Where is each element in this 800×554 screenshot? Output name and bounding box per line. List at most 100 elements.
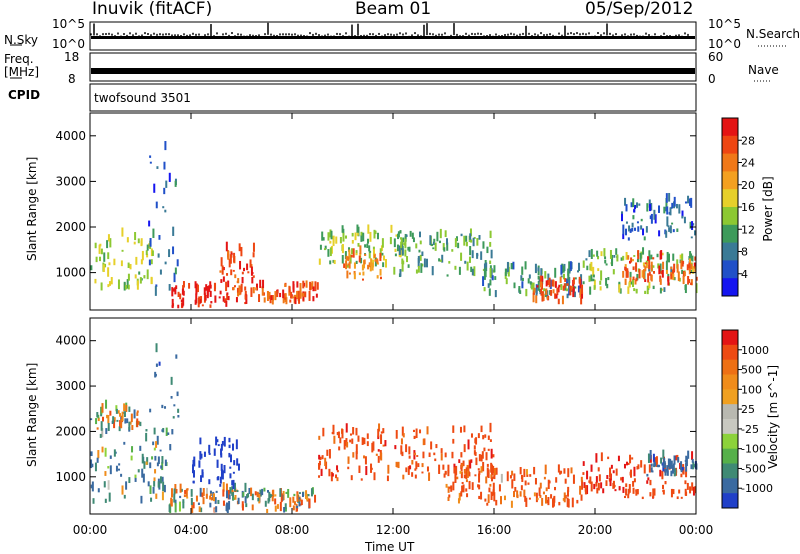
data-cell — [524, 480, 527, 486]
data-cell — [311, 281, 314, 290]
data-cell — [527, 482, 530, 485]
data-cell — [215, 490, 218, 493]
data-cell — [642, 269, 645, 279]
data-cell — [367, 224, 370, 234]
data-cell — [588, 275, 591, 282]
data-cell — [471, 268, 474, 276]
data-cell — [615, 468, 618, 476]
data-cell — [484, 498, 487, 502]
data-cell — [225, 300, 228, 307]
data-cell — [177, 291, 180, 297]
cpid-text: twofsound 3501 — [94, 91, 191, 105]
data-cell — [540, 282, 543, 290]
data-cell — [318, 475, 321, 478]
data-cell — [458, 459, 461, 464]
data-cell — [404, 249, 407, 257]
data-cell — [171, 298, 174, 309]
data-cell — [107, 252, 110, 260]
data-cell — [318, 258, 321, 265]
data-cell — [259, 490, 262, 497]
data-cell — [441, 254, 444, 263]
data-cell — [370, 467, 373, 470]
data-cell — [451, 249, 454, 252]
data-cell — [141, 453, 144, 464]
data-cell — [421, 471, 424, 474]
data-cell — [336, 477, 339, 482]
data-cell — [671, 222, 674, 225]
data-cell — [136, 280, 139, 290]
data-cell — [434, 242, 437, 251]
x-tick-label: 04:00 — [174, 523, 209, 537]
data-cell — [465, 467, 468, 475]
data-cell — [396, 244, 399, 252]
data-cell — [137, 420, 140, 425]
data-cell — [547, 273, 550, 284]
data-cell — [592, 254, 595, 257]
data-cell — [371, 442, 374, 453]
x-tick-label: 16:00 — [477, 523, 512, 537]
data-cell — [219, 270, 222, 273]
data-cell — [551, 280, 554, 287]
data-cell — [113, 258, 116, 266]
data-cell — [552, 497, 555, 507]
data-cell — [397, 461, 400, 469]
data-cell — [219, 290, 222, 295]
data-cell — [297, 290, 300, 300]
data-cell — [478, 495, 481, 500]
data-cell — [599, 286, 602, 291]
colorbar-swatch — [722, 242, 738, 261]
data-cell — [620, 257, 623, 261]
data-cell — [674, 468, 677, 476]
data-cell — [397, 233, 400, 240]
data-cell — [305, 280, 308, 288]
data-cell — [643, 464, 646, 474]
data-cell — [177, 304, 180, 309]
data-cell — [164, 459, 167, 466]
y-tick-label: 4000 — [55, 334, 86, 348]
data-cell — [683, 216, 686, 224]
data-cell — [525, 497, 528, 507]
data-cell — [442, 243, 445, 251]
colorbar-tick-label: 500 — [741, 364, 762, 377]
data-cell — [662, 484, 665, 490]
data-cell — [685, 491, 688, 496]
data-cell — [631, 222, 634, 228]
data-cell — [177, 408, 180, 413]
data-cell — [520, 474, 523, 480]
data-cell — [233, 460, 236, 466]
data-cell — [688, 262, 691, 269]
data-cell — [544, 464, 547, 475]
data-cell — [352, 427, 355, 435]
data-cell — [194, 299, 197, 305]
data-cell — [199, 437, 202, 445]
data-cell — [97, 417, 100, 422]
data-cell — [579, 485, 582, 495]
colorbar-tick-label: 25 — [741, 403, 755, 416]
data-cell — [635, 490, 638, 496]
data-cell — [590, 261, 593, 272]
data-cell — [446, 242, 449, 251]
data-cell — [489, 483, 492, 487]
data-cell — [328, 468, 331, 477]
data-cell — [478, 470, 481, 475]
data-cell — [636, 221, 639, 224]
colorbar-frame — [721, 329, 739, 509]
data-cell — [364, 253, 367, 256]
data-cell — [172, 226, 175, 236]
data-cell — [673, 277, 676, 281]
data-cell — [662, 261, 665, 270]
data-cell — [633, 255, 636, 257]
data-cell — [127, 284, 130, 290]
data-cell — [676, 259, 679, 269]
colorbar-swatch — [722, 189, 738, 208]
data-cell — [422, 451, 425, 459]
data-cell — [443, 473, 446, 478]
colorbar-swatch — [722, 207, 738, 226]
data-cell — [196, 284, 199, 293]
data-cell — [499, 496, 502, 505]
data-cell — [113, 449, 116, 457]
data-cell — [446, 238, 449, 245]
colorbar-swatch — [722, 153, 738, 172]
data-cell — [487, 435, 490, 440]
